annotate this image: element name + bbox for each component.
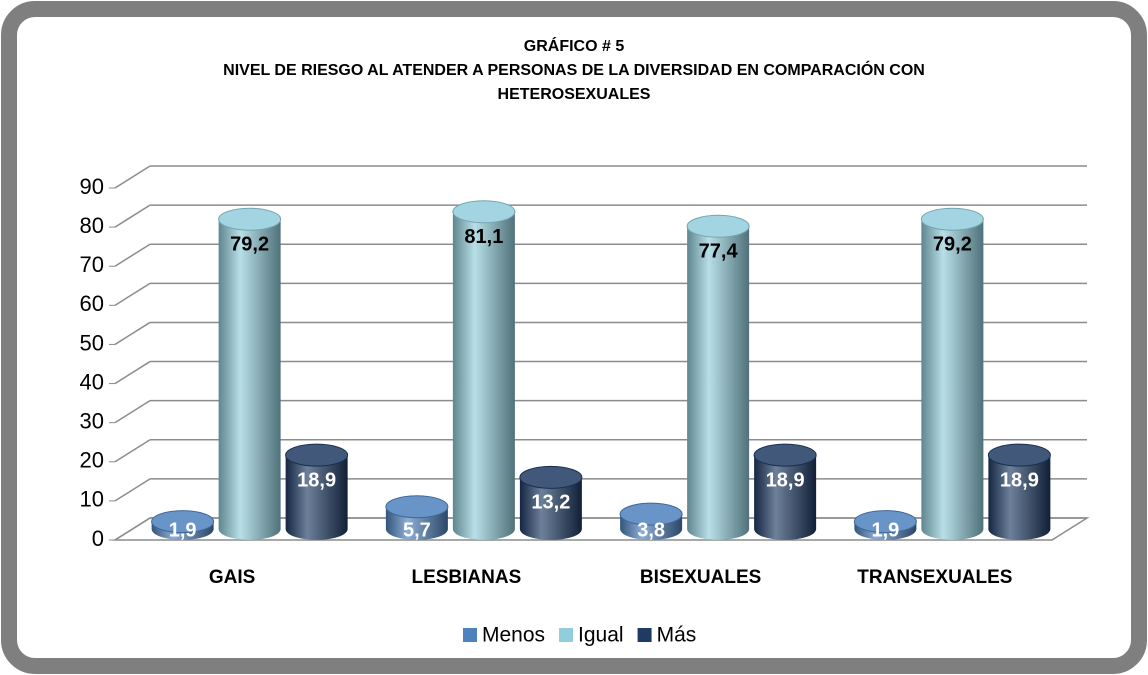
- cylinder-body: [285, 455, 348, 540]
- value-label: 1,9: [871, 519, 899, 541]
- x-tick-label: LESBIANAS: [411, 567, 521, 588]
- y-tick-label: 30: [80, 408, 104, 433]
- y-tick-label: 0: [92, 526, 104, 551]
- cylinder-body: [452, 211, 515, 540]
- legend-label: Menos: [482, 624, 545, 647]
- grid-line: [114, 360, 151, 385]
- cylinder-body: [754, 455, 817, 540]
- grid-line: [114, 282, 151, 306]
- cylinder-top: [686, 214, 750, 238]
- cylinder-top: [385, 495, 449, 519]
- grid-line: [114, 517, 151, 541]
- value-label: 79,2: [933, 234, 972, 256]
- cylinder-top: [987, 443, 1051, 467]
- cylinder-top: [519, 465, 583, 489]
- value-label: 18,9: [766, 469, 805, 491]
- legend-swatch: [463, 628, 477, 642]
- cylinder-body: [988, 455, 1051, 540]
- legend-swatch: [559, 628, 574, 642]
- grid-line: [114, 400, 151, 424]
- chart-title: NIVEL DE RIESGO AL ATENDER A PERSONAS DE…: [223, 60, 925, 79]
- value-label: 77,4: [699, 241, 739, 263]
- cylinder-body: [519, 477, 582, 540]
- value-label: 18,9: [1000, 469, 1039, 491]
- grid-line: [114, 204, 151, 228]
- x-tick-label: TRANSEXUALES: [857, 567, 1012, 588]
- value-label: 18,9: [297, 469, 336, 491]
- cylinder-top: [753, 443, 817, 467]
- cylinder-top: [619, 502, 683, 526]
- cylinder-top: [285, 443, 349, 467]
- cylinder-top: [151, 510, 215, 534]
- x-tick-label: GAIS: [209, 567, 255, 588]
- y-tick-label: 10: [80, 487, 104, 512]
- y-tick-label: 50: [80, 330, 104, 355]
- legend-label: Igual: [578, 624, 624, 647]
- y-tick-label: 20: [80, 448, 104, 473]
- y-tick-label: 40: [80, 369, 104, 394]
- y-tick-label: 70: [80, 252, 104, 277]
- cylinder-body: [921, 219, 984, 541]
- value-label: 3,8: [637, 519, 665, 541]
- cylinder-body: [687, 226, 750, 540]
- y-tick-label: 90: [80, 174, 104, 199]
- grid-line: [114, 165, 151, 189]
- value-label: 1,9: [169, 519, 197, 541]
- grid-line: [114, 439, 151, 463]
- cylinder-top: [920, 207, 984, 231]
- value-label: 5,7: [403, 519, 431, 541]
- value-label: 13,2: [531, 492, 570, 514]
- grid-line: [114, 243, 151, 267]
- value-label: 81,1: [464, 226, 503, 248]
- chart-title: GRÁFICO # 5: [524, 36, 625, 55]
- cylinder-body: [218, 219, 281, 540]
- legend-swatch: [637, 628, 652, 642]
- cylinder-top: [218, 207, 282, 231]
- legend-label: Más: [657, 624, 697, 647]
- value-label: 79,2: [230, 234, 269, 256]
- y-tick-label: 60: [80, 291, 104, 316]
- y-tick-label: 80: [80, 213, 104, 238]
- cylinder-top: [452, 200, 516, 224]
- cylinder-top: [853, 510, 917, 534]
- grid-line: [114, 321, 151, 346]
- x-tick-label: BISEXUALES: [640, 567, 761, 588]
- chart-title: HETEROSEXUALES: [498, 86, 651, 103]
- grid-line: [114, 478, 151, 502]
